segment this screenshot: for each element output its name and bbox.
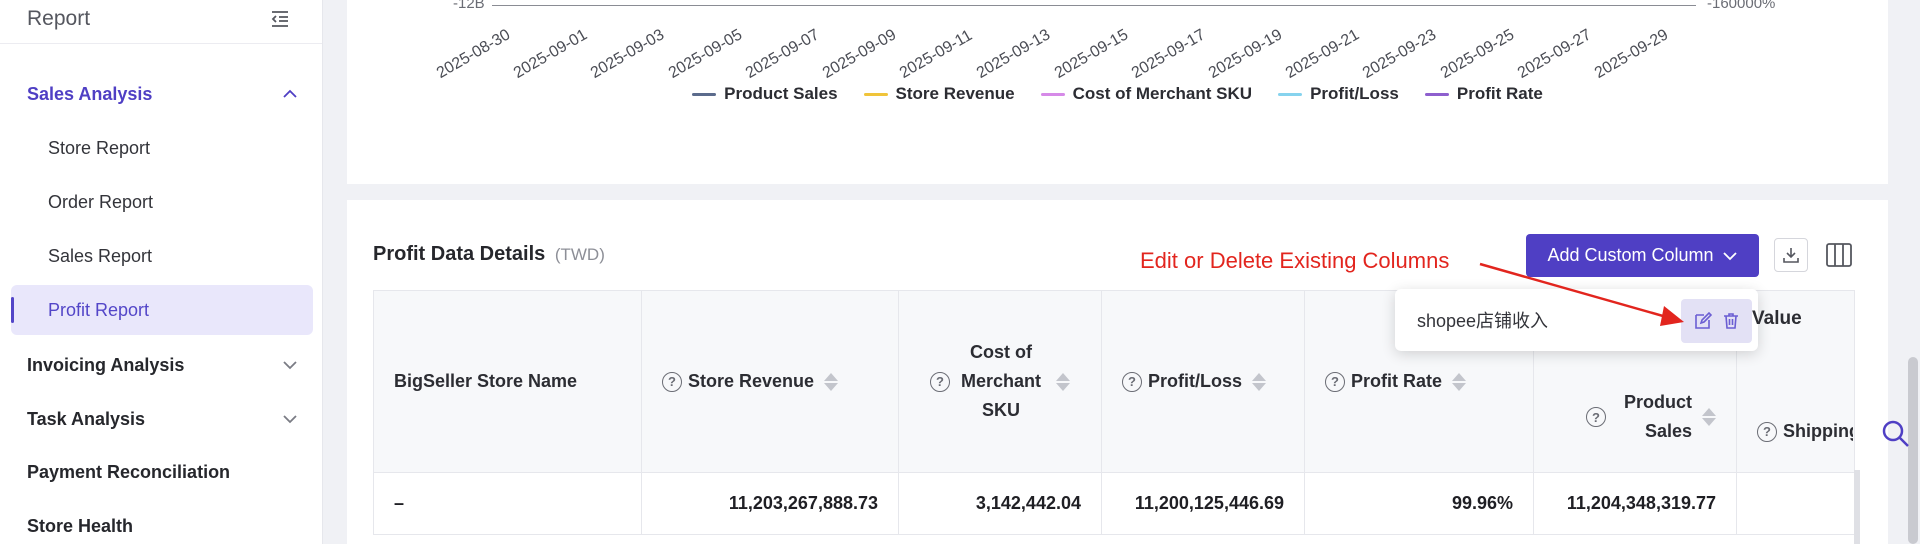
sidebar-item-label: Profit Report bbox=[48, 299, 150, 320]
table-cell-store-name: – bbox=[373, 472, 642, 535]
column-header-label: Profit/Loss bbox=[1148, 371, 1243, 391]
column-header-label: Cost of Merchant SKU bbox=[960, 342, 1041, 420]
sidebar-group-label: Sales Analysis bbox=[27, 83, 153, 104]
table-cell-store-revenue: 11,203,267,888.73 bbox=[641, 472, 899, 535]
table-cell-shipping bbox=[1736, 472, 1855, 535]
legend-swatch bbox=[692, 92, 717, 96]
add-custom-column-label: Add Custom Column bbox=[1547, 245, 1714, 265]
column-header-label: Profit Rate bbox=[1351, 371, 1443, 391]
sidebar-group-invoicing-analysis[interactable]: Invoicing Analysis bbox=[0, 345, 323, 385]
x-axis-line bbox=[492, 5, 1696, 6]
column-header-label: Shipping Paid By bbox=[1783, 421, 1853, 441]
table-cell-profit-loss: 11,200,125,446.69 bbox=[1101, 472, 1305, 535]
legend-label: Cost of Merchant SKU bbox=[1072, 84, 1253, 103]
help-icon[interactable]: ? bbox=[1757, 421, 1777, 442]
sidebar-group-label: Payment Reconciliation bbox=[27, 461, 231, 482]
help-icon[interactable]: ? bbox=[662, 371, 682, 392]
legend-item[interactable]: Profit/Loss bbox=[1278, 84, 1399, 104]
sidebar-group-store-health[interactable]: Store Health bbox=[0, 506, 323, 544]
legend-label: Product Sales bbox=[724, 84, 838, 103]
column-header-profit-loss[interactable]: ? Profit/Loss bbox=[1101, 290, 1305, 473]
legend-swatch bbox=[1424, 92, 1449, 96]
section-title-text: Profit Data Details bbox=[373, 243, 546, 265]
table-cell-profit-rate: 99.96% bbox=[1304, 472, 1534, 535]
legend-label: Profit Rate bbox=[1456, 84, 1543, 103]
collapse-menu-icon[interactable] bbox=[268, 7, 292, 31]
sidebar: Report Sales Analysis Store Report Order… bbox=[0, 0, 323, 544]
column-header-store-revenue[interactable]: ? Store Revenue bbox=[641, 290, 899, 473]
legend-item[interactable]: Store Revenue bbox=[863, 84, 1015, 104]
column-header-label: BigSeller Store Name bbox=[394, 371, 578, 391]
column-header-label: Product Sales bbox=[1623, 392, 1692, 441]
custom-column-actions bbox=[1681, 299, 1752, 343]
download-icon bbox=[1783, 248, 1799, 263]
edit-icon[interactable] bbox=[1693, 311, 1713, 331]
table-row: – 11,203,267,888.73 3,142,442.04 11,200,… bbox=[373, 472, 1855, 535]
chart-card bbox=[347, 0, 1888, 184]
chevron-down-icon bbox=[283, 361, 297, 370]
section-title: Profit Data Details (TWD) bbox=[373, 243, 605, 266]
table-cell-cost-of-merchant-sku: 3,142,442.04 bbox=[898, 472, 1102, 535]
profit-data-table: BigSeller Store Name ? Store Revenue ? Cos… bbox=[373, 290, 1855, 535]
sort-icon[interactable] bbox=[1452, 372, 1467, 391]
sidebar-title: Report bbox=[27, 6, 91, 30]
annotation-text: Edit or Delete Existing Columns bbox=[1140, 248, 1450, 273]
search-icon[interactable] bbox=[1880, 418, 1912, 450]
download-button[interactable] bbox=[1774, 238, 1808, 272]
legend-swatch bbox=[1278, 92, 1303, 96]
sidebar-group-label: Task Analysis bbox=[27, 408, 146, 429]
column-header-store-name: BigSeller Store Name bbox=[373, 290, 642, 473]
help-icon[interactable]: ? bbox=[1122, 371, 1142, 392]
table-cell-product-sales: 11,204,348,319.77 bbox=[1533, 472, 1737, 535]
help-icon[interactable]: ? bbox=[1586, 407, 1606, 427]
legend-item[interactable]: Profit Rate bbox=[1424, 84, 1543, 104]
sidebar-item-profit-report[interactable]: Profit Report bbox=[11, 285, 313, 335]
column-header-cost-of-merchant-sku[interactable]: ? Cost of Merchant SKU bbox=[898, 290, 1102, 473]
y-axis-right-min-label: -160000% bbox=[1707, 0, 1776, 12]
sidebar-group-label: Store Health bbox=[27, 515, 134, 536]
custom-column-name: shopee店铺收入 bbox=[1417, 311, 1549, 331]
help-icon[interactable]: ? bbox=[1325, 371, 1345, 392]
page-scrollbar[interactable] bbox=[1908, 357, 1918, 544]
sort-icon[interactable] bbox=[1702, 408, 1716, 426]
sidebar-item-label: Sales Report bbox=[48, 245, 153, 266]
sidebar-group-sales-analysis[interactable]: Sales Analysis bbox=[0, 74, 323, 114]
sidebar-group-payment-reconciliation[interactable]: Payment Reconciliation bbox=[0, 452, 323, 492]
sort-icon[interactable] bbox=[1252, 372, 1267, 391]
sidebar-item-label: Order Report bbox=[48, 191, 154, 212]
sidebar-group-label: Invoicing Analysis bbox=[27, 354, 185, 375]
chart-legend: Product Sales Store Revenue Cost of Merc… bbox=[347, 84, 1888, 104]
sidebar-header: Report bbox=[0, 0, 322, 44]
column-settings-button[interactable] bbox=[1822, 238, 1856, 272]
legend-item[interactable]: Cost of Merchant SKU bbox=[1040, 84, 1253, 104]
sidebar-group-task-analysis[interactable]: Task Analysis bbox=[0, 399, 323, 439]
chevron-down-icon bbox=[1722, 251, 1737, 260]
sidebar-item-store-report[interactable]: Store Report bbox=[11, 123, 313, 173]
legend-label: Store Revenue bbox=[895, 84, 1015, 103]
chevron-up-icon bbox=[283, 89, 297, 98]
add-custom-column-button[interactable]: Add Custom Column bbox=[1526, 234, 1759, 277]
legend-swatch bbox=[1040, 92, 1065, 96]
sidebar-item-label: Store Report bbox=[48, 137, 151, 158]
column-header-label: Store Revenue bbox=[688, 371, 815, 391]
sort-icon[interactable] bbox=[1056, 372, 1070, 391]
table-scrollbar[interactable] bbox=[1854, 470, 1860, 544]
legend-swatch bbox=[863, 92, 888, 96]
delete-icon[interactable] bbox=[1721, 311, 1741, 331]
chevron-down-icon bbox=[283, 415, 297, 424]
legend-item[interactable]: Product Sales bbox=[692, 84, 838, 104]
columns-icon bbox=[1826, 243, 1852, 267]
sidebar-item-order-report[interactable]: Order Report bbox=[11, 177, 313, 227]
custom-column-header-partial: Value bbox=[1752, 308, 1802, 329]
legend-label: Profit/Loss bbox=[1310, 84, 1399, 103]
help-icon[interactable]: ? bbox=[930, 371, 950, 392]
sort-icon[interactable] bbox=[824, 372, 839, 391]
y-axis-left-min-label: -12B bbox=[453, 0, 485, 12]
sidebar-item-sales-report[interactable]: Sales Report bbox=[11, 231, 313, 281]
currency-unit: (TWD) bbox=[554, 245, 605, 264]
